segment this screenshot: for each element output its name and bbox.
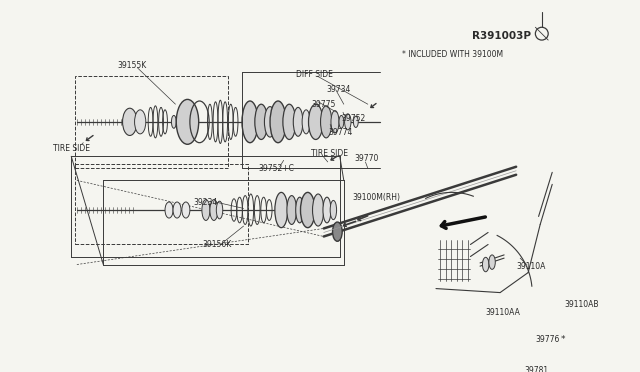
Text: TIRE SIDE: TIRE SIDE xyxy=(311,150,348,158)
Text: 39776: 39776 xyxy=(536,336,560,344)
Text: 39110A: 39110A xyxy=(516,262,545,272)
Ellipse shape xyxy=(293,108,303,136)
Text: 39110AB: 39110AB xyxy=(564,300,599,309)
Text: TIRE SIDE: TIRE SIDE xyxy=(53,144,90,153)
Text: 39774: 39774 xyxy=(328,128,353,137)
Text: * INCLUDED WITH 39100M: * INCLUDED WITH 39100M xyxy=(403,50,504,59)
Text: 39734: 39734 xyxy=(326,85,351,94)
Text: 39752+C: 39752+C xyxy=(258,164,294,173)
Ellipse shape xyxy=(173,202,181,218)
Text: 39752: 39752 xyxy=(341,114,365,123)
Ellipse shape xyxy=(353,116,358,128)
Ellipse shape xyxy=(216,201,223,219)
Ellipse shape xyxy=(330,201,337,219)
Ellipse shape xyxy=(489,255,495,269)
Ellipse shape xyxy=(321,106,332,138)
Ellipse shape xyxy=(122,108,137,135)
Ellipse shape xyxy=(483,257,489,272)
Ellipse shape xyxy=(323,197,331,223)
Text: 39110AA: 39110AA xyxy=(486,308,520,317)
Ellipse shape xyxy=(270,101,286,143)
Text: 39155K: 39155K xyxy=(117,61,146,70)
Ellipse shape xyxy=(308,104,323,140)
Ellipse shape xyxy=(134,110,146,134)
Ellipse shape xyxy=(242,101,258,143)
Ellipse shape xyxy=(176,99,198,144)
Bar xyxy=(76,164,248,244)
Text: 39100M(RH): 39100M(RH) xyxy=(353,193,401,202)
Ellipse shape xyxy=(202,200,210,221)
Ellipse shape xyxy=(275,192,287,228)
Ellipse shape xyxy=(287,196,296,224)
Ellipse shape xyxy=(301,192,315,228)
Text: 39770: 39770 xyxy=(354,154,379,163)
Ellipse shape xyxy=(302,110,310,134)
Ellipse shape xyxy=(339,115,344,128)
Ellipse shape xyxy=(283,104,296,140)
Ellipse shape xyxy=(255,104,268,140)
Text: R391003P: R391003P xyxy=(472,31,531,41)
Ellipse shape xyxy=(172,115,176,128)
Ellipse shape xyxy=(296,197,304,223)
Ellipse shape xyxy=(210,200,218,221)
Text: 39775: 39775 xyxy=(311,100,335,109)
Ellipse shape xyxy=(264,107,276,137)
Bar xyxy=(76,76,228,169)
Text: 39781: 39781 xyxy=(524,366,548,372)
Ellipse shape xyxy=(312,194,324,226)
Ellipse shape xyxy=(165,202,173,218)
Text: DIFF SIDE: DIFF SIDE xyxy=(296,70,333,79)
Text: 39156K: 39156K xyxy=(203,240,232,249)
Ellipse shape xyxy=(344,114,351,130)
Ellipse shape xyxy=(331,110,339,133)
Text: 39234: 39234 xyxy=(193,198,218,206)
Ellipse shape xyxy=(333,222,342,241)
Ellipse shape xyxy=(182,202,190,218)
Text: *: * xyxy=(561,336,566,344)
